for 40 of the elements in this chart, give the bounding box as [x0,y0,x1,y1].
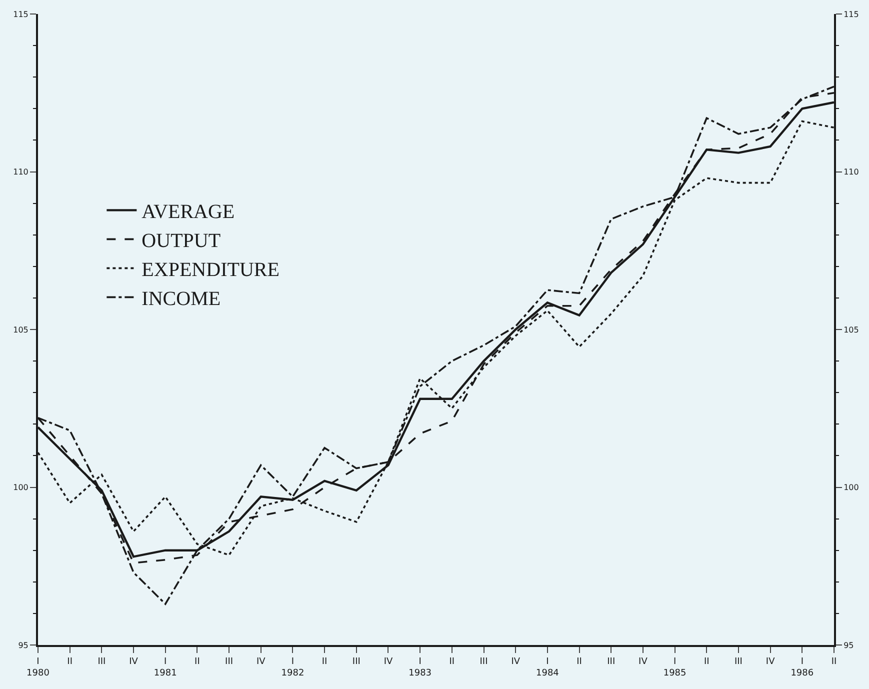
x-tick-label: IV [256,656,266,667]
legend-label: AVERAGE [142,200,235,223]
x-tick-label: III [480,656,488,667]
x-tick-label: IV [638,656,648,667]
x-tick-label: IV [766,656,776,667]
legend-label: EXPENDITURE [142,258,280,281]
x-tick-label: III [98,656,106,667]
x-tick-label: II [831,656,837,667]
y-tick-label: 95 [18,640,28,650]
x-tick-label: IV [129,656,139,667]
x-tick-label: I 1984 [536,656,560,678]
y2-tick-label: 110 [844,168,859,177]
x-tick-label: I 1985 [663,656,686,678]
x-tick-label: II [576,656,582,667]
x-tick-label: II [67,656,72,667]
x-tick-label: I 1983 [408,656,432,678]
y-tick-label: 110 [13,168,28,177]
x-tick-label: I 1980 [26,656,50,678]
y-tick-label: 100 [13,483,28,492]
x-tick-label: II [322,656,328,667]
x-tick-label: III [607,656,616,667]
y2-tick-label: 115 [844,10,859,19]
y-tick-label: 115 [13,10,28,19]
y-tick-label: 105 [13,325,28,334]
y2-tick-label: 100 [844,483,859,492]
x-tick-label: I 1981 [154,656,177,678]
legend-label: INCOME [142,288,221,310]
x-tick-label: I 1986 [790,656,814,678]
x-tick-label: IV [384,656,394,667]
x-tick-label: II [704,656,710,667]
y2-tick-label: 95 [844,640,854,650]
x-tick-label: II [194,656,200,667]
x-tick-label: III [734,656,742,667]
x-tick-label: III [225,656,234,667]
x-tick-label: II [449,656,455,667]
x-tick-label: IV [511,656,521,667]
x-tick-label: III [352,656,360,667]
x-tick-label: I 1982 [281,656,304,678]
legend-label: OUTPUT [142,230,221,252]
y2-tick-label: 105 [844,325,859,334]
